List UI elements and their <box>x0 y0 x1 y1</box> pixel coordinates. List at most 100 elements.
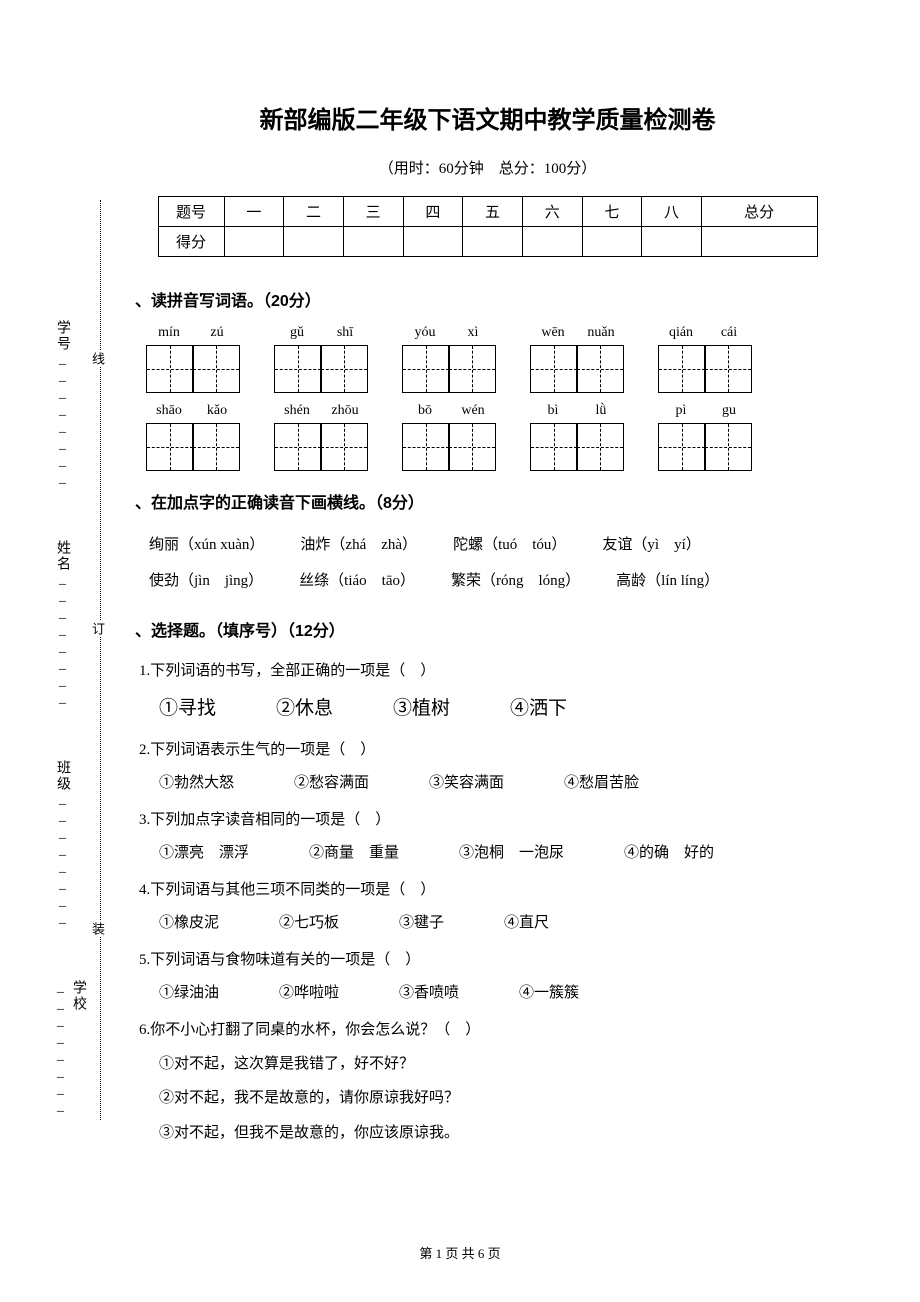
phonetic-item: 高龄（lín líng） <box>616 563 719 599</box>
phonetic-item: 陀螺（tuó tóu） <box>453 527 566 563</box>
section2-line1: 绚丽（xún xuàn） 油炸（zhá zhà） 陀螺（tuó tóu） 友谊（yì … <box>135 527 840 563</box>
char-box[interactable] <box>448 423 496 471</box>
score-cell[interactable] <box>403 227 463 257</box>
question-item: 4.下列词语与其他三项不同类的一项是（ ） <box>135 874 840 907</box>
choice-option: ①寻找 <box>159 688 216 730</box>
label-school: 学校________ <box>52 980 88 1120</box>
choice-option: ④一簇簇 <box>519 977 579 1010</box>
binding-labels: 学校________ 班级________ 姓名________ 学号_____… <box>30 200 90 1120</box>
pinyin-label: kǎo <box>193 403 241 419</box>
phonetic-item: 丝绦（tiáo tāo） <box>299 563 415 599</box>
score-label-points: 得分 <box>158 227 224 257</box>
pinyin-label: bì <box>529 403 577 419</box>
pinyin-label: shāo <box>145 403 193 419</box>
score-cell[interactable] <box>284 227 344 257</box>
phonetic-item: 友谊（yì yí） <box>602 527 700 563</box>
char-box[interactable] <box>576 345 624 393</box>
phonetic-item: 使劲（jìn jìng） <box>149 563 263 599</box>
score-table: 题号 一 二 三 四 五 六 七 八 总分 得分 <box>158 196 818 257</box>
char-box[interactable] <box>658 345 706 393</box>
char-box[interactable] <box>192 345 240 393</box>
pinyin-group: shāokǎo <box>145 403 241 471</box>
phonetic-item: 油炸（zhá zhà） <box>300 527 417 563</box>
marker-xian: 线 <box>88 350 107 367</box>
char-box[interactable] <box>704 345 752 393</box>
pinyin-group: mínzú <box>145 325 241 393</box>
choices-row: ①漂亮 漂浮②商量 重量③泡桐 一泡尿④的确 好的 <box>135 837 840 870</box>
pinyin-row-1: mínzúgǔshīyóuxìwēnnuǎnqiáncái <box>135 325 840 393</box>
choice-option: ③香喷喷 <box>399 977 459 1010</box>
binding-dotted-line <box>100 200 101 1120</box>
char-box[interactable] <box>146 345 194 393</box>
section3-title: 、选择题。（填序号）（12分） <box>135 617 840 641</box>
char-box[interactable] <box>274 345 322 393</box>
sub-line: ③对不起，但我不是故意的，你应该原谅我。 <box>159 1116 840 1151</box>
pinyin-label: gǔ <box>273 325 321 341</box>
sub-lines: ①对不起，这次算是我错了，好不好？②对不起，我不是故意的，请你原谅我好吗？③对不… <box>135 1047 840 1151</box>
char-box[interactable] <box>146 423 194 471</box>
phonetic-item: 繁荣（róng lóng） <box>451 563 580 599</box>
pinyin-label: wēn <box>529 325 577 341</box>
label-name: 姓名________ <box>52 540 72 708</box>
marker-ding: 订 <box>88 620 107 637</box>
choices-row: ①橡皮泥②七巧板③毽子④直尺 <box>135 907 840 940</box>
score-cell[interactable] <box>582 227 642 257</box>
pinyin-label: cái <box>705 325 753 341</box>
score-cell[interactable] <box>642 227 702 257</box>
pinyin-group: pìgu <box>657 403 753 471</box>
choice-option: ③笑容满面 <box>429 767 504 800</box>
score-col: 二 <box>284 197 344 227</box>
marker-zhuang: 装 <box>88 920 107 937</box>
char-box[interactable] <box>658 423 706 471</box>
pinyin-label: nuǎn <box>577 325 625 341</box>
pinyin-label: wén <box>449 403 497 419</box>
choice-option: ①漂亮 漂浮 <box>159 837 249 870</box>
char-box[interactable] <box>192 423 240 471</box>
score-col: 四 <box>403 197 463 227</box>
score-col: 一 <box>224 197 284 227</box>
question-item: 6.你不小心打翻了同桌的水杯，你会怎么说？（ ） <box>135 1014 840 1047</box>
score-col: 七 <box>582 197 642 227</box>
section3-body: 1.下列词语的书写，全部正确的一项是（ ）①寻找②休息③植树④洒下2.下列词语表… <box>135 655 840 1150</box>
pinyin-label: gu <box>705 403 753 419</box>
choice-option: ③毽子 <box>399 907 444 940</box>
char-box[interactable] <box>320 423 368 471</box>
char-box[interactable] <box>274 423 322 471</box>
score-cell[interactable] <box>701 227 817 257</box>
choice-option: ④愁眉苦脸 <box>564 767 639 800</box>
question-item: 5.下列词语与食物味道有关的一项是（ ） <box>135 944 840 977</box>
choice-option: ③植树 <box>393 688 450 730</box>
char-box[interactable] <box>704 423 752 471</box>
choice-option: ①橡皮泥 <box>159 907 219 940</box>
pinyin-group: shénzhōu <box>273 403 369 471</box>
score-header-row: 题号 一 二 三 四 五 六 七 八 总分 <box>158 197 817 227</box>
choice-option: ④的确 好的 <box>624 837 714 870</box>
choices-row: ①绿油油②哗啦啦③香喷喷④一簇簇 <box>135 977 840 1010</box>
pinyin-group: bìlǜ <box>529 403 625 471</box>
char-box[interactable] <box>530 345 578 393</box>
score-cell[interactable] <box>224 227 284 257</box>
pinyin-label: lǜ <box>577 403 625 419</box>
char-box[interactable] <box>402 345 450 393</box>
phonetic-item: 绚丽（xún xuàn） <box>149 527 264 563</box>
score-col: 总分 <box>701 197 817 227</box>
pinyin-group: bōwén <box>401 403 497 471</box>
pinyin-label: bō <box>401 403 449 419</box>
pinyin-label: zú <box>193 325 241 341</box>
score-cell[interactable] <box>463 227 523 257</box>
question-item: 2.下列词语表示生气的一项是（ ） <box>135 734 840 767</box>
sub-line: ②对不起，我不是故意的，请你原谅我好吗？ <box>159 1081 840 1116</box>
label-number: 学号________ <box>52 320 72 488</box>
score-col: 六 <box>522 197 582 227</box>
char-box[interactable] <box>320 345 368 393</box>
char-box[interactable] <box>402 423 450 471</box>
score-cell[interactable] <box>343 227 403 257</box>
pinyin-label: mín <box>145 325 193 341</box>
char-box[interactable] <box>530 423 578 471</box>
char-box[interactable] <box>448 345 496 393</box>
choice-option: ①绿油油 <box>159 977 219 1010</box>
score-cell[interactable] <box>522 227 582 257</box>
char-box[interactable] <box>576 423 624 471</box>
score-col: 五 <box>463 197 523 227</box>
section2-line2: 使劲（jìn jìng） 丝绦（tiáo tāo） 繁荣（róng lóng） 高龄（… <box>135 563 840 599</box>
